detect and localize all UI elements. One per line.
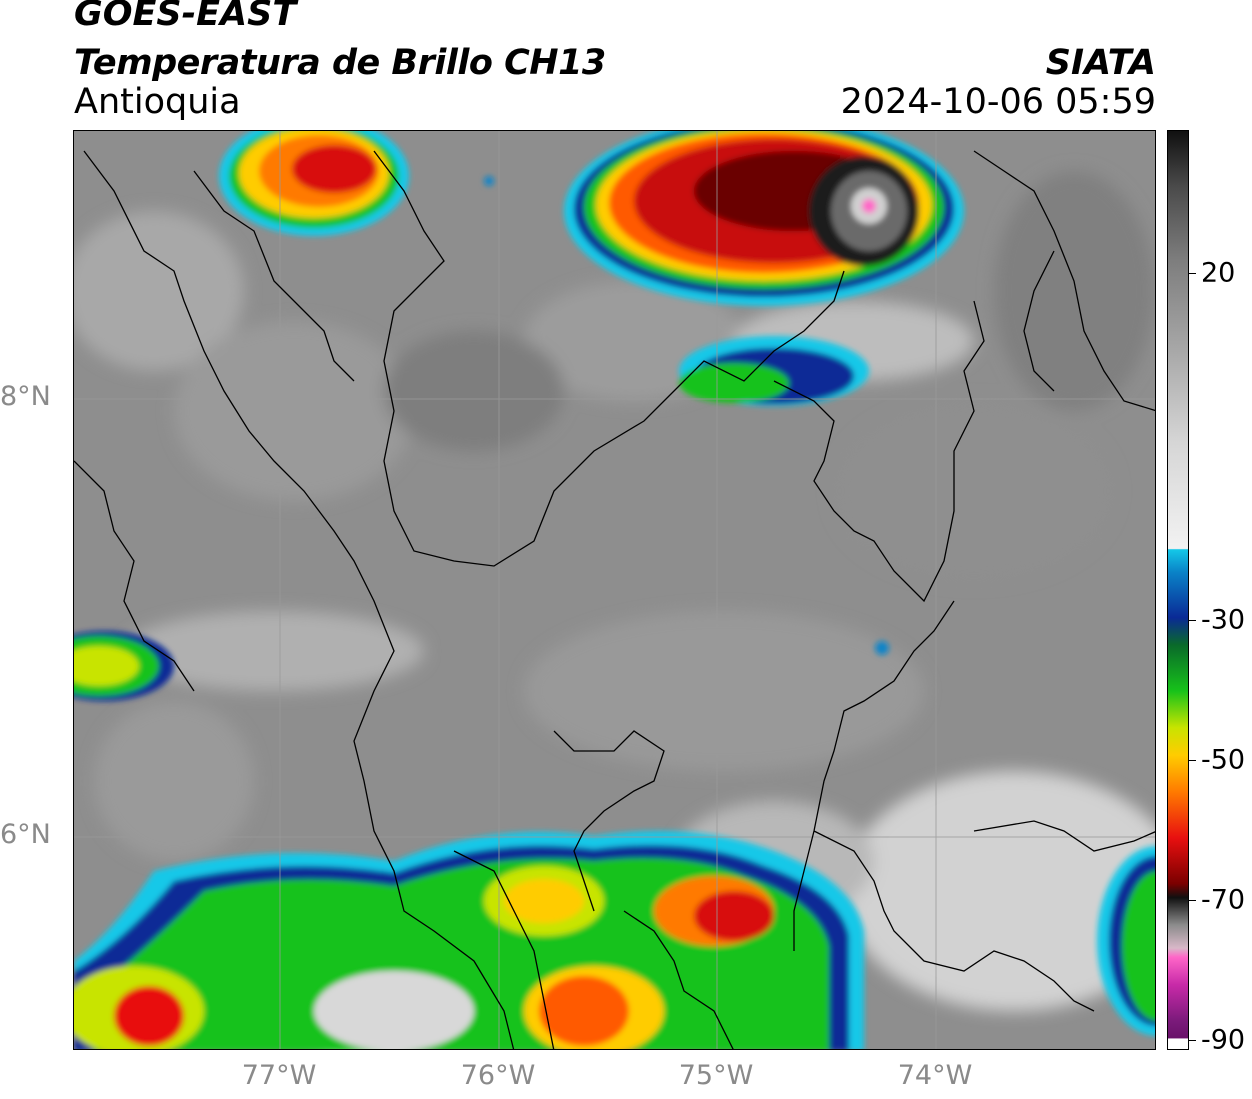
lon-label-75w: 75°W [678,1060,754,1091]
colorbar-label-m70: -70 [1201,884,1246,916]
satellite-map[interactable] [73,130,1156,1050]
colorbar-tick-m50 [1189,760,1196,761]
region-title: Antioquia [74,82,241,122]
colorbar-tick-m70 [1189,900,1196,901]
lon-label-74w: 74°W [897,1060,973,1091]
brand-label: SIATA [1045,43,1156,83]
cloud-texture [74,171,1155,1049]
satellite-title: GOES-EAST [74,0,297,34]
colorbar-tick-m90 [1189,1040,1196,1041]
graticule [74,131,1155,1049]
lon-label-76w: 76°W [460,1060,536,1091]
lat-label-8n: 8°N [0,381,51,412]
colorbar-label-m30: -30 [1201,604,1246,636]
colorbar-label-20: 20 [1201,257,1236,289]
datetime-label: 2024-10-06 05:59 [840,82,1156,122]
boundaries [74,150,1155,1049]
colorbar [1167,130,1189,1050]
colorbar-label-m90: -90 [1201,1024,1246,1056]
lat-label-6n: 6°N [0,819,51,850]
storm-cells [74,131,1155,1049]
map-canvas [74,131,1155,1049]
colorbar-label-m50: -50 [1201,744,1246,776]
lon-label-77w: 77°W [241,1060,317,1091]
product-title: Temperatura de Brillo CH13 [74,43,606,83]
colorbar-tick-20 [1189,273,1196,274]
colorbar-tick-m30 [1189,620,1196,621]
